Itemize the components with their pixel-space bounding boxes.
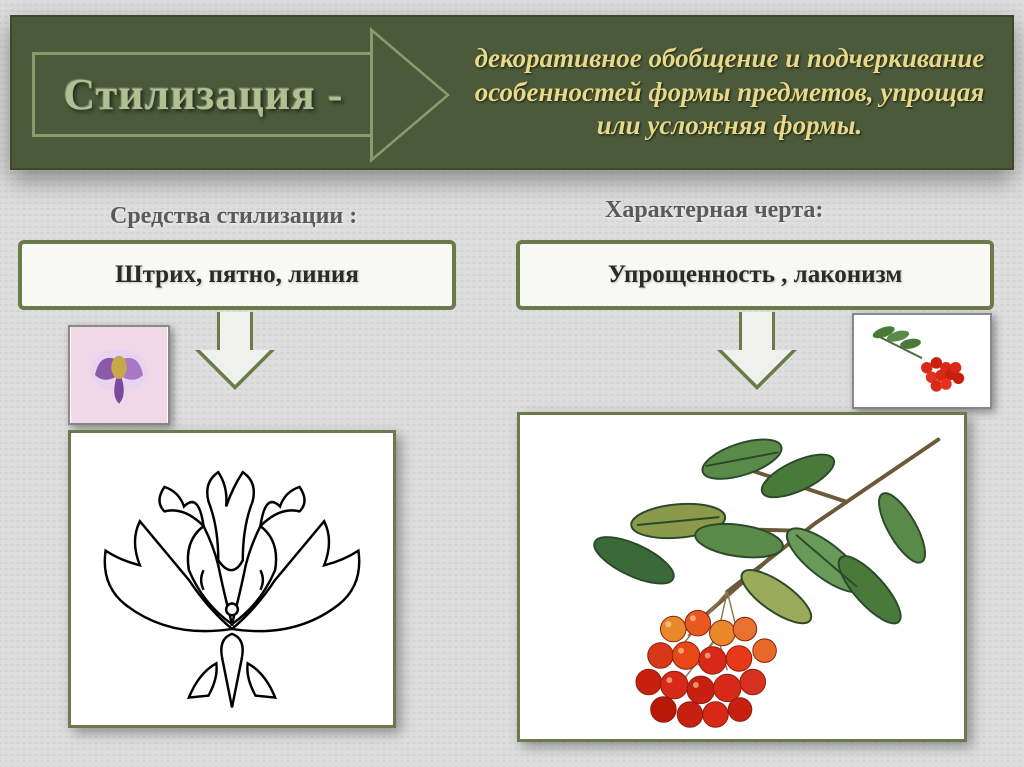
definition-text: декоративное обобщение и подчеркивание о… (457, 32, 1012, 153)
title-arrow: Стилизация - (12, 17, 457, 168)
iris-thumb (68, 325, 170, 425)
right-box: Упрощенность , лаконизм (516, 240, 994, 310)
right-section-label: Характерная черта: (605, 197, 823, 224)
stylized-flower-illustration (68, 430, 396, 728)
header-banner: Стилизация - декоративное обобщение и по… (10, 15, 1014, 170)
left-section-label: Средства стилизации : (110, 203, 357, 230)
main-title: Стилизация - (63, 69, 343, 120)
down-arrow-right (717, 312, 797, 390)
rowan-thumb (852, 313, 992, 409)
left-box-text: Штрих, пятно, линия (115, 261, 359, 289)
right-box-text: Упрощенность , лаконизм (608, 261, 903, 289)
left-box: Штрих, пятно, линия (18, 240, 456, 310)
stylized-rowan-illustration (517, 412, 967, 742)
down-arrow-left (195, 312, 275, 390)
